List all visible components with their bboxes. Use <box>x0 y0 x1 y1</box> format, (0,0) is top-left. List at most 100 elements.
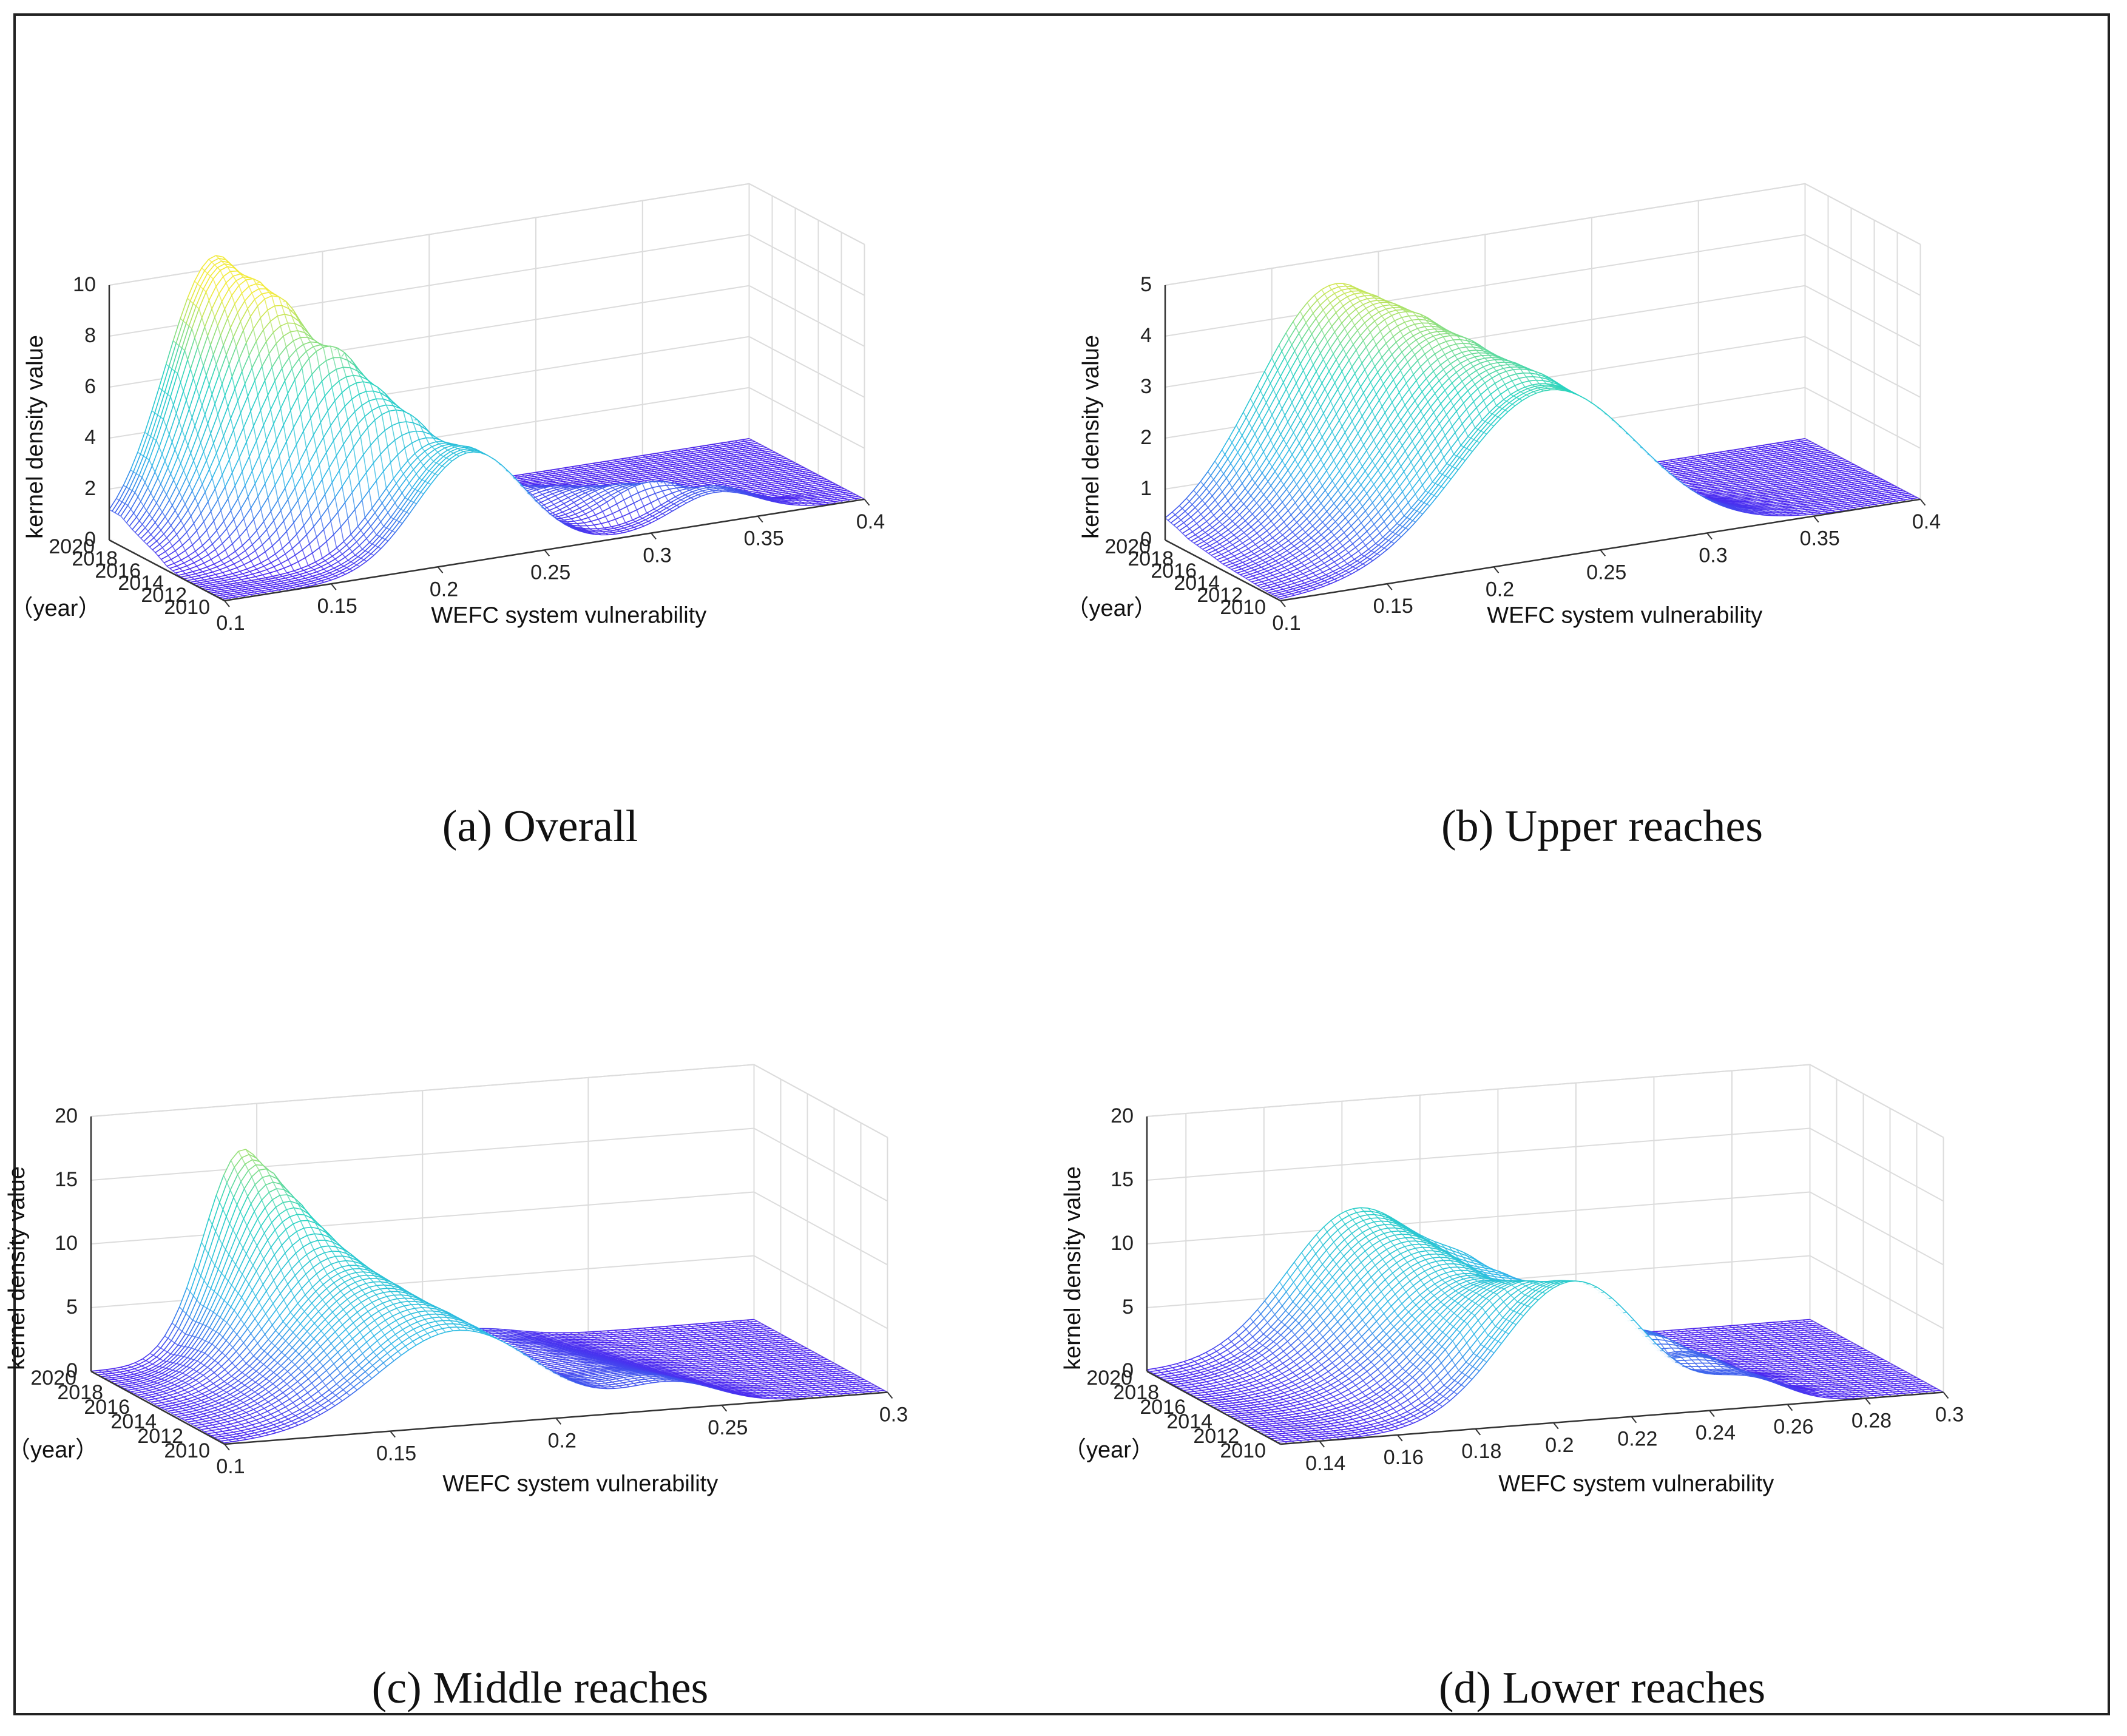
surface-mesh <box>1165 283 1921 601</box>
z-tick-label: 5 <box>1122 1295 1134 1319</box>
y-tick-label: 2010 <box>1220 596 1266 619</box>
chart-panel-lower-reaches: 0.14 0.16 0.18 0.2 0.22 0.24 0.26 0.28 0.3 2010 20… <box>1060 922 2063 1620</box>
y-tick-label: 2010 <box>1220 1439 1266 1462</box>
caption-upper-reaches: (b) Upper reaches <box>1441 801 1763 853</box>
z-tick-label: 2 <box>1140 426 1152 449</box>
z-tick-label: 0 <box>1140 528 1152 551</box>
y-tick-label: 2016 <box>84 1396 130 1419</box>
y-tick-label: 2016 <box>95 559 141 583</box>
axis-lines <box>108 285 870 607</box>
y-tick-label: 2012 <box>137 1425 183 1448</box>
x-tick-label: 0.2 <box>1486 578 1514 601</box>
x-tick-label: 0.2 <box>430 578 458 601</box>
x-tick-label: 0.15 <box>376 1442 416 1465</box>
z-tick-label: 1 <box>1140 477 1152 500</box>
surface-chart-middle-reaches: 0.10.150.20.250.320102012201420162018202… <box>4 1064 908 1496</box>
z-tick-label: 4 <box>84 426 96 449</box>
x-tick-label: 0.18 <box>1461 1440 1501 1463</box>
z-axis-label: kernel density value <box>4 1166 30 1370</box>
z-tick-label: 15 <box>1111 1168 1134 1191</box>
x-tick-label: 0.1 <box>1272 612 1300 635</box>
y-tick-label: 2014 <box>1174 572 1220 595</box>
figure-frame <box>13 13 2110 1715</box>
chart-panel-middle-reaches: 0.1 0.15 0.2 0.25 0.3 2010 2012 2014 2016 2018 202… <box>4 922 1007 1620</box>
x-axis-label: WEFC system vulnerability <box>431 603 706 628</box>
surface-mesh <box>109 255 865 601</box>
surface-chart-lower-reaches: 0.14 0.16 0.18 0.2 0.22 0.24 0.26 0.28 0.3201020… <box>1060 1064 1964 1496</box>
y-tick-label: 2020 <box>49 535 95 558</box>
x-tick-label: 0.2 <box>1545 1434 1574 1457</box>
z-tick-label: 10 <box>73 273 96 296</box>
z-tick-label: 4 <box>1140 324 1152 347</box>
y-tick-label: 2016 <box>1151 559 1197 583</box>
x-tick-label: 0.25 <box>530 561 570 584</box>
y-tick-label: 2010 <box>164 1439 210 1462</box>
x-tick-label: 0.14 <box>1305 1452 1345 1475</box>
y-axis-label: （year） <box>1063 1437 1154 1463</box>
z-tick-label: 10 <box>1111 1232 1134 1255</box>
x-tick-label: 0.1 <box>216 1455 245 1478</box>
y-tick-label: 2012 <box>1193 1425 1239 1448</box>
x-tick-label: 0.3 <box>643 544 671 567</box>
x-tick-label: 0.4 <box>856 510 885 533</box>
x-tick-label: 0.1 <box>216 612 245 635</box>
x-tick-label: 0.35 <box>1800 527 1840 550</box>
y-axis-label: （year） <box>7 1437 98 1463</box>
axis-lines <box>1146 1116 1949 1448</box>
x-tick-label: 0.15 <box>1373 595 1413 618</box>
x-tick-label: 0.16 <box>1384 1446 1424 1469</box>
y-tick-label: 2014 <box>1166 1410 1212 1433</box>
y-tick-label: 2018 <box>1128 547 1174 570</box>
x-tick-label: 0.35 <box>744 527 784 550</box>
z-tick-label: 20 <box>55 1104 78 1127</box>
y-tick-label: 2020 <box>30 1366 76 1390</box>
y-tick-label: 2018 <box>72 547 118 570</box>
x-tick-label: 0.28 <box>1851 1410 1892 1433</box>
z-tick-label: 0 <box>84 528 96 551</box>
axis-lines <box>1164 285 1926 607</box>
y-axis-label: （year） <box>1066 596 1157 621</box>
x-tick-label: 0.15 <box>317 595 357 618</box>
x-tick-label: 0.25 <box>1586 561 1626 584</box>
z-axis-label: kernel density value <box>1078 335 1104 539</box>
axis-lines <box>90 1116 893 1451</box>
y-tick-label: 2016 <box>1140 1396 1186 1419</box>
z-tick-label: 8 <box>84 324 96 347</box>
x-tick-label: 0.24 <box>1696 1422 1736 1445</box>
y-tick-label: 2020 <box>1086 1366 1132 1390</box>
surface-chart-upper-reaches: 0.10.150.20.250.30.350.42010201220142016… <box>1066 183 1941 635</box>
caption-overall: (a) Overall <box>442 801 638 853</box>
y-tick-label: 2010 <box>164 596 210 619</box>
x-tick-label: 0.25 <box>708 1416 748 1439</box>
y-tick-label: 2014 <box>118 572 164 595</box>
chart-panel-upper-reaches: 0.1 0.15 0.2 0.25 0.3 0.35 0.4 2010 2012 2014 2016… <box>1066 67 2063 783</box>
chart-panel-overall: 0.1 0.15 0.2 0.25 0.3 0.35 0.4 2010 2012 2014 2016… <box>10 67 1007 783</box>
z-tick-label: 20 <box>1111 1104 1134 1127</box>
y-axis-label: （year） <box>10 596 101 621</box>
y-tick-label: 2020 <box>1104 535 1151 558</box>
x-tick-label: 0.4 <box>1912 510 1941 533</box>
x-tick-label: 0.3 <box>1935 1403 1964 1427</box>
surface-chart-overall: 0.10.150.20.250.30.350.42010201220142016… <box>10 183 885 635</box>
x-tick-label: 0.2 <box>548 1429 577 1452</box>
x-tick-label: 0.3 <box>879 1403 908 1427</box>
y-tick-label: 2012 <box>1197 584 1243 607</box>
y-tick-label: 2014 <box>110 1410 157 1433</box>
y-tick-label: 2018 <box>57 1381 103 1404</box>
caption-middle-reaches: (c) Middle reaches <box>372 1663 709 1714</box>
z-tick-label: 2 <box>84 477 96 500</box>
z-tick-label: 10 <box>55 1232 78 1255</box>
x-tick-label: 0.26 <box>1773 1416 1813 1439</box>
x-axis-label: WEFC system vulnerability <box>1498 1471 1774 1496</box>
x-tick-label: 0.3 <box>1699 544 1727 567</box>
surface-mesh <box>90 1149 888 1444</box>
z-tick-label: 5 <box>1140 273 1152 296</box>
z-axis-label: kernel density value <box>1060 1166 1086 1370</box>
z-tick-label: 0 <box>1122 1359 1134 1382</box>
caption-lower-reaches: (d) Lower reaches <box>1439 1663 1765 1714</box>
x-axis-label: WEFC system vulnerability <box>1487 603 1762 628</box>
y-tick-label: 2012 <box>141 584 187 607</box>
x-tick-label: 0.22 <box>1617 1428 1657 1451</box>
z-tick-label: 3 <box>1140 375 1152 398</box>
z-tick-label: 0 <box>66 1359 78 1382</box>
